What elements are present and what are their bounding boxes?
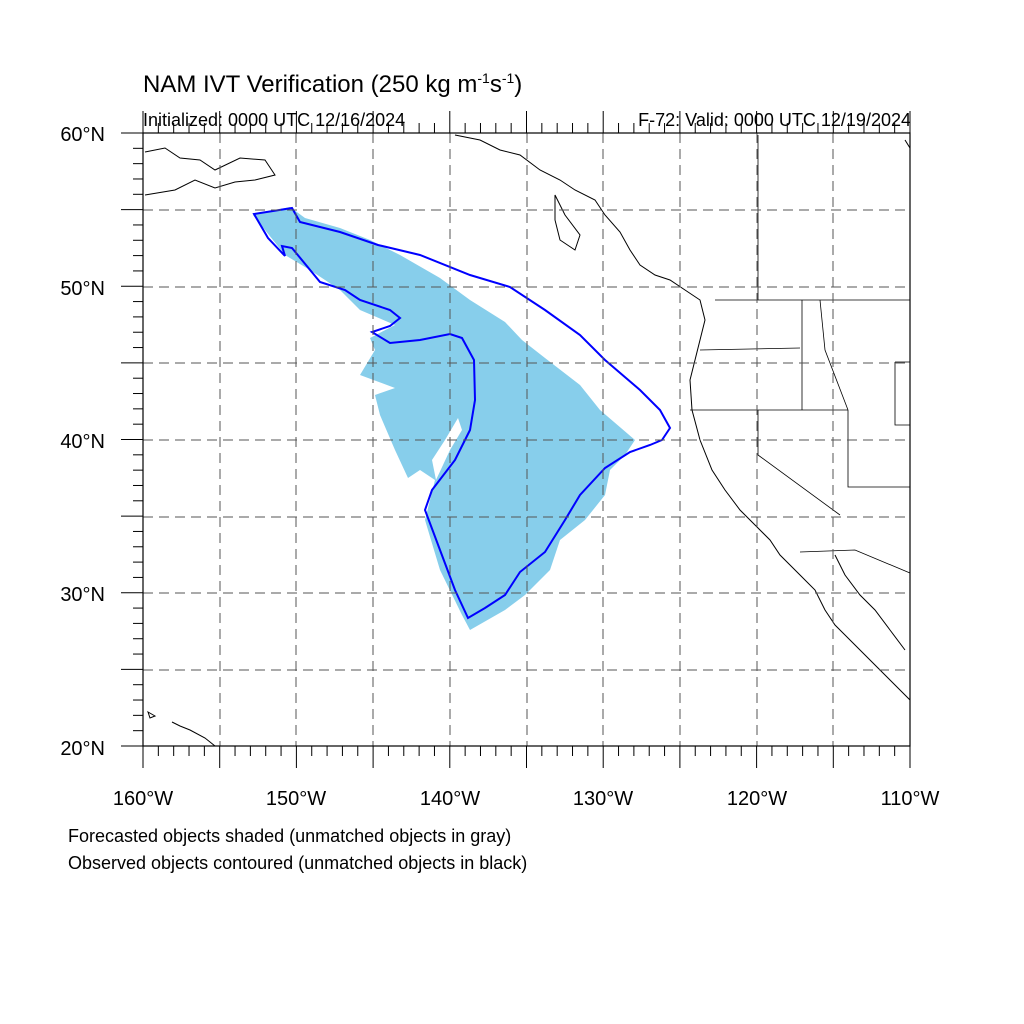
forecast-hole [432,418,462,480]
graticule [143,133,910,746]
lon-label-130: 130°W [573,788,633,810]
observed-contour [252,206,672,620]
lon-label-160: 160°W [113,788,173,810]
lat-label-60: 60°N [60,124,105,146]
observed-note: Observed objects contoured (unmatched ob… [68,853,528,873]
axis-ticks [121,111,911,768]
forecast-object [253,207,635,630]
lon-label-150: 150°W [266,788,326,810]
map-title: NAM IVT Verification (250 kg m-1s-1) [143,70,523,98]
lat-label-50: 50°N [60,278,105,300]
coastlines [144,134,911,747]
lon-label-120: 120°W [727,788,787,810]
lat-label-30: 30°N [60,584,105,606]
initialized-time: Initialized: 0000 UTC 12/16/2024 [143,110,406,130]
lat-labels: 60°N 50°N 40°N 30°N 20°N [60,124,105,760]
boundaries [690,135,911,574]
forecast-note: Forecasted objects shaded (unmatched obj… [68,826,512,846]
valid-time: F-72: Valid: 0000 UTC 12/19/2024 [638,110,911,130]
lon-label-140: 140°W [420,788,480,810]
lon-label-110: 110°W [881,788,940,810]
lat-label-20: 20°N [60,738,105,760]
lon-labels: 160°W 150°W 140°W 130°W 120°W 110°W [113,788,940,810]
lat-label-40: 40°N [60,431,105,453]
